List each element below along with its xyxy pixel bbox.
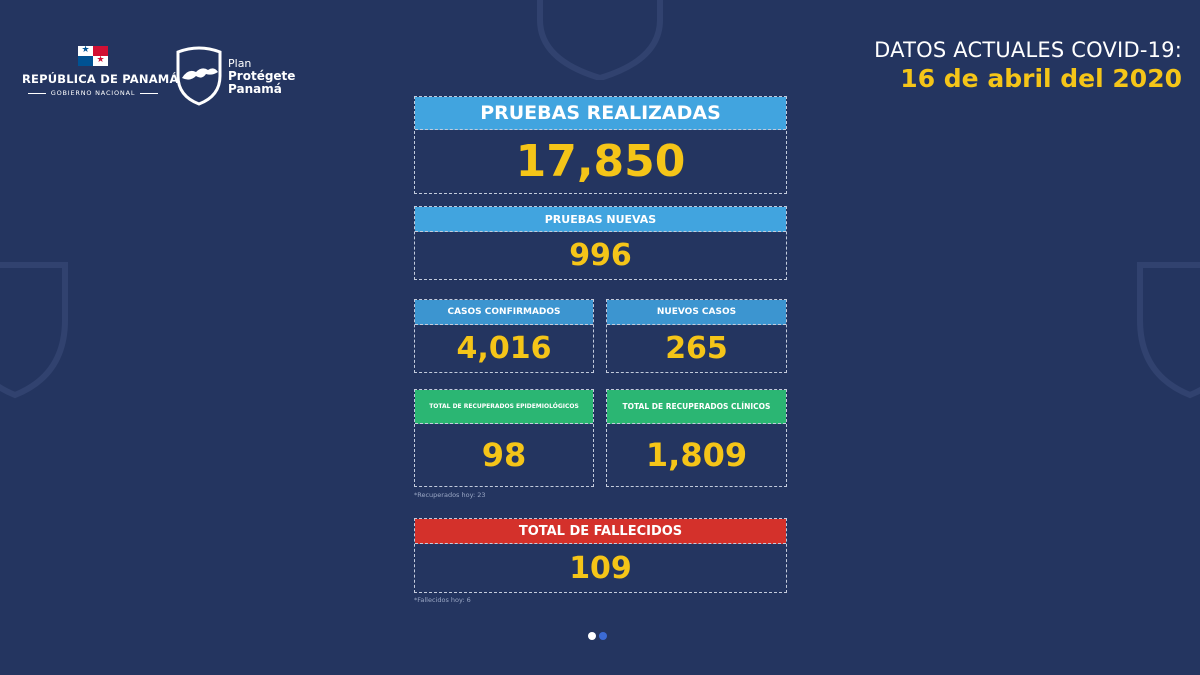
plan-label: Plan: [228, 56, 252, 70]
stat-value: 109: [569, 550, 632, 586]
carousel-dot[interactable]: [599, 632, 607, 640]
stat-label: PRUEBAS REALIZADAS: [415, 97, 786, 130]
stat-value: 996: [569, 238, 632, 273]
data-title: DATOS ACTUALES COVID-19:: [874, 38, 1182, 62]
gov-title: REPÚBLICA DE PANAMÁ: [22, 72, 179, 86]
stat-label: NUEVOS CASOS: [607, 300, 786, 325]
stat-value: 4,016: [456, 331, 552, 366]
gov-subtitle: GOBIERNO NACIONAL: [22, 89, 164, 97]
data-header: DATOS ACTUALES COVID-19: 16 de abril del…: [874, 38, 1182, 93]
plan-protegete-logo: Plan Protégete Panamá: [174, 46, 295, 106]
stat-label: CASOS CONFIRMADOS: [415, 300, 593, 325]
stat-value: 17,850: [515, 136, 686, 187]
stat-recuperados-epidemiologicos: TOTAL DE RECUPERADOS EPIDEMIOLÓGICOS 98: [414, 389, 594, 487]
shield-watermark-icon: [1137, 262, 1200, 399]
carousel-pagination: [588, 632, 607, 640]
stat-recuperados-clinicos: TOTAL DE RECUPERADOS CLÍNICOS 1,809: [606, 389, 787, 487]
stat-label: TOTAL DE RECUPERADOS EPIDEMIOLÓGICOS: [415, 390, 593, 424]
stat-label: TOTAL DE FALLECIDOS: [415, 519, 786, 544]
stat-value: 1,809: [645, 436, 748, 474]
plan-label-protegete: Protégete: [228, 68, 296, 83]
stat-pruebas-nuevas: PRUEBAS NUEVAS 996: [414, 206, 787, 280]
stat-pruebas-realizadas: PRUEBAS REALIZADAS 17,850: [414, 96, 787, 194]
stat-label: TOTAL DE RECUPERADOS CLÍNICOS: [607, 390, 786, 424]
stat-value: 98: [481, 436, 527, 474]
shield-watermark-icon: [537, 0, 663, 80]
data-date: 16 de abril del 2020: [900, 64, 1182, 93]
carousel-dot-active[interactable]: [588, 632, 596, 640]
shield-map-icon: [176, 46, 222, 106]
stat-nuevos-casos: NUEVOS CASOS 265: [606, 299, 787, 373]
stat-label: PRUEBAS NUEVAS: [415, 207, 786, 232]
stat-fallecidos: TOTAL DE FALLECIDOS 109: [414, 518, 787, 593]
stat-casos-confirmados: CASOS CONFIRMADOS 4,016: [414, 299, 594, 373]
government-logo: ★ ★ REPÚBLICA DE PANAMÁ GOBIERNO NACIONA…: [22, 45, 179, 97]
panama-flag-icon: ★ ★: [78, 45, 108, 66]
footnote-fallecidos: *Fallecidos hoy: 6: [414, 596, 471, 604]
plan-label-panama: Panamá: [228, 81, 282, 96]
shield-watermark-icon: [0, 262, 68, 399]
footnote-recuperados: *Recuperados hoy: 23: [414, 491, 486, 499]
stat-value: 265: [665, 331, 728, 366]
